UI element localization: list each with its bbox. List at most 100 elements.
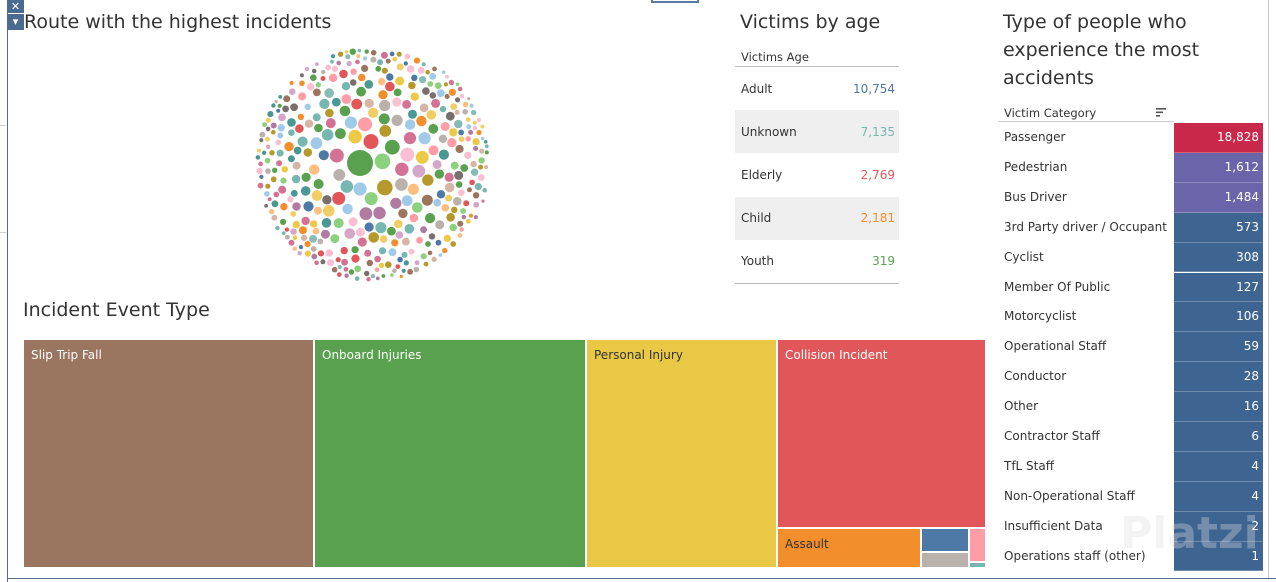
route-bubble[interactable] [420,253,427,260]
route-bubble[interactable] [394,219,403,229]
route-bubble[interactable] [281,231,286,236]
treemap-block-small[interactable] [969,528,986,562]
route-bubble[interactable] [484,150,489,155]
route-bubble[interactable] [332,191,346,205]
route-bubble[interactable] [398,208,408,219]
route-bubble[interactable] [438,253,443,257]
route-bubble[interactable] [283,95,291,103]
route-bubble[interactable] [348,217,358,227]
route-bubble[interactable] [419,76,427,84]
route-bubble[interactable] [461,214,467,220]
route-bubble[interactable] [395,178,408,191]
route-bubble[interactable] [361,64,369,72]
route-bubble[interactable] [467,187,472,193]
route-bubble[interactable] [477,174,485,181]
route-bubble[interactable] [271,129,276,135]
route-bubble[interactable] [402,100,411,109]
route-bubble[interactable] [339,105,351,117]
route-bubble[interactable] [435,239,442,246]
route-bubble[interactable] [390,197,402,209]
route-bubble[interactable] [484,144,489,149]
route-bubble[interactable] [466,124,472,130]
route-bubble[interactable] [314,206,322,215]
route-bubble[interactable] [288,239,295,246]
route-bubble[interactable] [331,266,338,273]
route-bubble[interactable] [425,213,436,224]
route-bubble[interactable] [442,70,446,74]
route-bubble[interactable] [269,150,275,156]
category-row[interactable]: Pedestrian 1,612 [998,152,1263,183]
route-bubble[interactable] [401,268,406,273]
category-row[interactable]: Conductor 28 [998,362,1263,393]
route-bubble[interactable] [264,204,268,208]
route-bubble[interactable] [310,246,317,252]
route-bubble[interactable] [445,74,449,79]
route-bubble[interactable] [393,88,402,97]
route-bubble[interactable] [356,227,365,237]
route-bubble[interactable] [389,51,395,57]
category-row[interactable]: Non-Operational Staff 4 [998,481,1263,512]
route-bubble[interactable] [423,261,429,267]
route-bubble[interactable] [472,125,478,131]
route-bubble[interactable] [342,203,353,215]
route-bubble[interactable] [396,63,404,71]
route-bubble[interactable] [378,247,387,255]
route-bubble[interactable] [309,235,317,243]
route-bubble[interactable] [426,110,437,120]
route-bubble[interactable] [310,74,317,81]
route-bubble[interactable] [388,248,397,257]
category-row[interactable]: Motorcyclist 106 [998,302,1263,333]
route-bubble[interactable] [471,109,477,116]
route-bubble[interactable] [262,122,268,128]
route-bubble[interactable] [416,236,423,244]
route-bubble[interactable] [421,194,433,206]
route-bubble[interactable] [436,89,445,98]
top-tab-indicator[interactable] [651,0,699,3]
route-bubble[interactable] [364,49,369,54]
route-bubble[interactable] [395,162,409,176]
route-bubble[interactable] [451,206,458,213]
route-bubble[interactable] [267,111,274,118]
route-bubble[interactable] [406,65,415,73]
route-bubble[interactable] [473,215,478,220]
route-bubble[interactable] [346,60,352,67]
route-bubble[interactable] [480,124,485,129]
route-bubble[interactable] [428,123,439,134]
route-bubble[interactable] [356,86,366,97]
route-bubble[interactable] [444,94,450,99]
route-bubble[interactable] [453,197,462,206]
route-bubble[interactable] [295,124,304,133]
route-bubble[interactable] [311,253,318,260]
route-bubble[interactable] [408,248,415,255]
route-bubble[interactable] [404,119,416,130]
route-bubble[interactable] [413,57,421,64]
route-bubble[interactable] [416,115,427,127]
route-bubble[interactable] [417,67,425,74]
route-bubble[interactable] [364,192,378,206]
route-bubble[interactable] [422,87,430,95]
route-bubble[interactable] [271,103,276,108]
close-icon[interactable]: ✕ [7,0,24,13]
route-bubble[interactable] [357,48,362,53]
route-bubble[interactable] [304,66,310,72]
route-bubble[interactable] [312,113,321,122]
route-bubble[interactable] [483,140,488,144]
route-bubble[interactable] [449,223,457,232]
route-bubble[interactable] [370,273,376,279]
category-row[interactable]: Operational Staff 59 [998,332,1263,363]
category-row[interactable]: Bus Driver 1,484 [998,182,1263,213]
route-bubble[interactable] [325,64,332,71]
route-bubble[interactable] [322,205,335,217]
route-bubble[interactable] [476,118,481,122]
route-bubble[interactable] [449,128,458,137]
route-bubble[interactable] [265,144,271,149]
route-bubble[interactable] [425,241,431,247]
route-bubble[interactable] [304,103,311,111]
route-bubble[interactable] [298,226,307,235]
route-bubble[interactable] [392,57,397,62]
route-bubble[interactable] [467,97,471,101]
route-bubble[interactable] [313,88,321,97]
route-bubble[interactable] [289,80,294,86]
route-bubble[interactable] [468,129,474,135]
route-bubble[interactable] [325,118,336,129]
